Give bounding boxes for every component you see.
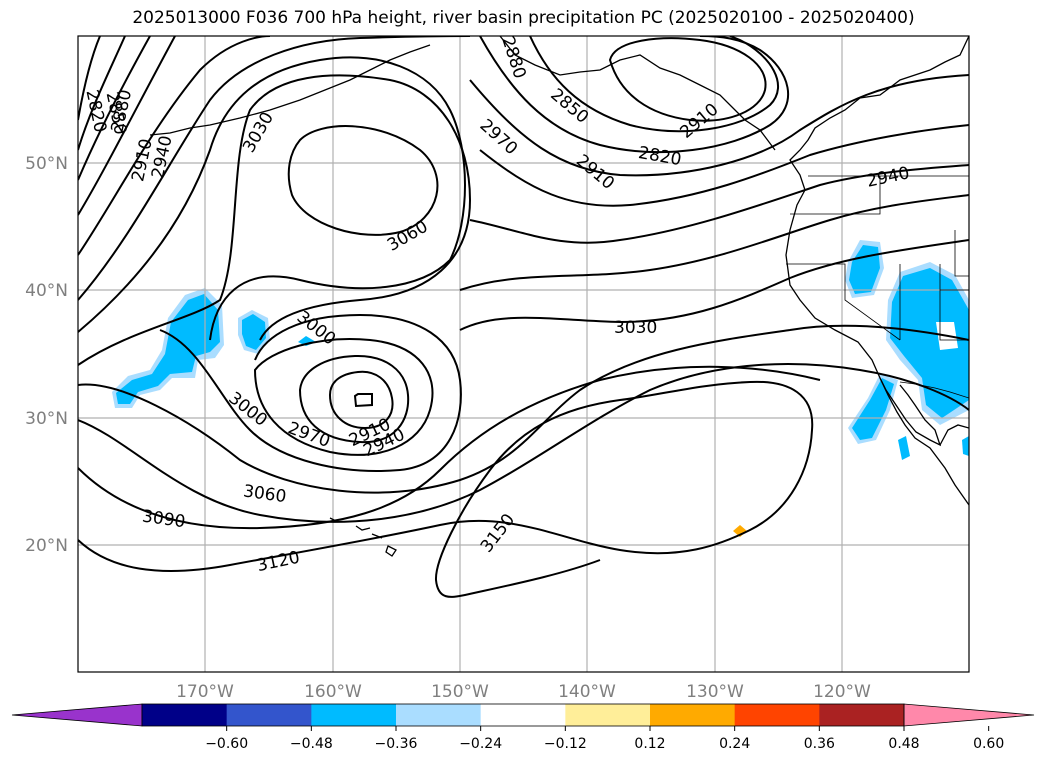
lon-label-130w: 130°W: [686, 682, 744, 702]
shading-great-basin-core: [890, 268, 969, 418]
contour-2880-low: [479, 36, 789, 153]
border-states: [786, 176, 969, 341]
lat-label-50n: 50°N: [25, 154, 68, 174]
contour-2880-low-center: [353, 393, 373, 408]
coastline-baja: [879, 377, 942, 447]
colorbar-tick-label: 0.24: [719, 736, 750, 752]
colorbar-tick-label: −0.24: [459, 736, 502, 752]
contour-2940-east: [479, 124, 969, 207]
gridlines: [78, 36, 969, 672]
colorbar-tick-label: 0.48: [888, 736, 919, 752]
colorbar-box: [226, 704, 312, 726]
contour-3090-south: [78, 363, 969, 523]
border-us-mexico: [899, 381, 969, 399]
colorbar-tick-label: 0.36: [804, 736, 835, 752]
colorbar-box: [565, 704, 651, 726]
shading-mexico-edge: [962, 436, 969, 456]
contour-3060-south: [78, 324, 969, 494]
shading-mexico-small: [898, 436, 910, 460]
colorbar-tick-label: 0.60: [973, 736, 1004, 752]
contour-3060-high: [287, 125, 439, 236]
colorbar-tick-label: −0.36: [375, 736, 418, 752]
contour-label-7: 3030: [614, 318, 657, 338]
coastline-aleutians: [149, 44, 431, 136]
contour-2820-west: [78, 36, 101, 121]
colorbar-box: [142, 704, 228, 726]
lat-label-40n: 40°N: [25, 281, 68, 301]
lon-label-150w: 150°W: [431, 682, 489, 702]
lon-label-140w: 140°W: [558, 682, 616, 702]
colorbar-extend-low: [11, 703, 143, 727]
contour-2910-east: [469, 74, 969, 177]
coastline-north-america: [785, 36, 969, 506]
coastline-gulf: [939, 424, 969, 446]
contour-3150-ridge: [78, 380, 814, 598]
colorbar-tick-label: −0.60: [205, 736, 248, 752]
lat-label-30n: 30°N: [25, 409, 68, 429]
contour-2850-west: [78, 36, 126, 151]
contour-2940-low: [298, 354, 410, 444]
lat-label-20n: 20°N: [25, 536, 68, 556]
contour-2820-low: [608, 37, 767, 122]
contour-3030-high: [78, 74, 472, 366]
contour-3120-south: [78, 365, 821, 530]
colorbar-box: [480, 704, 566, 726]
contour-3000-east: [459, 194, 969, 291]
colorbar-tick-label: −0.48: [290, 736, 333, 752]
latitude-labels: 50°N 40°N 30°N 20°N: [25, 154, 68, 556]
colorbar-box: [396, 704, 482, 726]
contour-2850-low: [529, 36, 780, 133]
colorbar-box: [819, 704, 905, 726]
shading-central-pacific-core: [116, 294, 220, 404]
contour-2880-west: [78, 36, 151, 181]
colorbar-tick-label: −0.12: [544, 736, 587, 752]
contour-2970-east: [469, 164, 969, 244]
lon-label-160w: 160°W: [304, 682, 362, 702]
contour-3000-low: [159, 313, 462, 472]
lon-label-170w: 170°W: [176, 682, 234, 702]
height-contours: [78, 36, 969, 598]
colorbar-box: [650, 704, 736, 726]
map-frame: [77, 35, 970, 673]
contour-2910-low: [328, 370, 394, 430]
contour-2940-west: [78, 36, 271, 256]
contour-3030-east: [459, 239, 969, 331]
lon-label-120w: 120°W: [813, 682, 871, 702]
colorbar-box: [734, 704, 820, 726]
shading-california-core: [849, 245, 880, 294]
colorbar-tick-label: 0.12: [634, 736, 665, 752]
contour-3000-high: [78, 56, 466, 341]
shading-small-patch-1-core: [242, 314, 266, 350]
longitude-labels: 170°W 160°W 150°W 140°W 130°W 120°W: [176, 682, 871, 702]
shading-baja-core: [852, 378, 894, 440]
colorbar-outline: [141, 703, 905, 727]
contour-2910-west: [78, 36, 176, 216]
contour-2970-low: [253, 338, 434, 456]
colorbar-box: [311, 704, 397, 726]
map-title: 2025013000 F036 700 hPa height, river ba…: [132, 8, 915, 28]
colorbar: −0.60 −0.48 −0.36 −0.24 −0.12 0.12 0.24 0.36 0.4…: [11, 703, 1035, 752]
precipitation-shading: [112, 240, 969, 537]
colorbar-extend-high: [903, 703, 1035, 727]
